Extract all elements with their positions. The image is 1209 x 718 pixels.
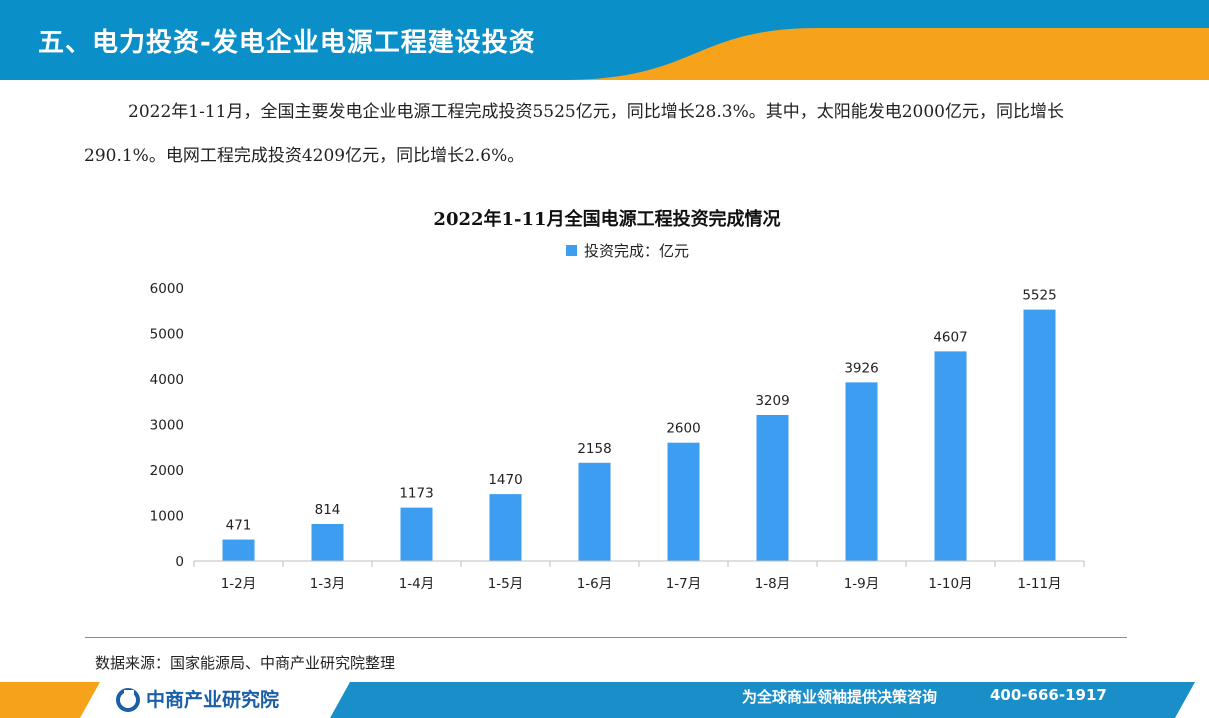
- x-tick-label: 1-9月: [844, 576, 880, 592]
- data-label: 4607: [933, 329, 967, 345]
- bar: [845, 382, 878, 561]
- data-label: 814: [315, 502, 341, 518]
- x-tick-label: 1-8月: [755, 576, 791, 592]
- data-label: 1470: [488, 472, 522, 488]
- x-tick-label: 1-6月: [577, 576, 613, 592]
- x-tick-label: 1-10月: [928, 576, 972, 592]
- chart-container: 2022年1-11月全国电源工程投资完成情况 投资完成：亿元 0 1000 2000…: [0, 190, 1209, 620]
- header-banner: [0, 0, 1209, 80]
- bar: [222, 539, 255, 561]
- bars: 471 814 1173 1470 2158 2600 3209 3926 4607 5525: [222, 288, 1057, 561]
- company-logo-text: 中商产业研究院: [146, 689, 280, 711]
- y-axis: 0 1000 2000 3000 4000 5000 6000: [150, 281, 184, 570]
- x-tick-label: 1-2月: [221, 576, 257, 592]
- data-label: 5525: [1022, 288, 1056, 304]
- data-label: 471: [226, 518, 252, 534]
- page-title: 五、电力投资-发电企业电源工程建设投资: [38, 28, 536, 58]
- data-label: 2600: [666, 421, 700, 437]
- bar: [578, 462, 611, 561]
- y-tick-label: 5000: [150, 327, 184, 343]
- bar: [400, 507, 433, 561]
- data-label: 3926: [844, 360, 878, 376]
- data-label: 1173: [399, 486, 433, 502]
- footer-phone: 400-666-1917: [990, 686, 1107, 704]
- footer-slogan: 为全球商业领袖提供决策咨询: [742, 688, 938, 706]
- y-tick-label: 0: [175, 554, 184, 570]
- x-tick-label: 1-3月: [310, 576, 346, 592]
- source-divider: [85, 637, 1127, 638]
- footer-bar: [0, 682, 1195, 718]
- chart-title: 2022年1-11月全国电源工程投资完成情况: [433, 208, 780, 230]
- x-axis: 1-2月 1-3月 1-4月 1-5月 1-6月 1-7月 1-8月 1-9月 1-10月 1-1…: [193, 560, 1085, 592]
- y-tick-label: 2000: [150, 463, 184, 479]
- x-tick-label: 1-5月: [488, 576, 524, 592]
- data-label: 3209: [755, 393, 789, 409]
- legend-label: 投资完成：亿元: [584, 242, 689, 260]
- y-tick-label: 1000: [150, 509, 184, 525]
- x-tick-label: 1-7月: [666, 576, 702, 592]
- bar: [1023, 309, 1056, 561]
- y-tick-label: 4000: [150, 372, 184, 388]
- y-tick-label: 6000: [150, 281, 184, 297]
- legend-swatch: [566, 245, 577, 256]
- bar: [667, 442, 700, 561]
- x-tick-label: 1-11月: [1017, 576, 1061, 592]
- data-label: 2158: [577, 441, 611, 457]
- x-tick-label: 1-4月: [399, 576, 435, 592]
- y-tick-label: 3000: [150, 418, 184, 434]
- bar: [311, 523, 344, 561]
- intro-paragraph: 2022年1-11月，全国主要发电企业电源工程完成投资5525亿元，同比增长28…: [84, 102, 1064, 166]
- bar: [756, 414, 789, 561]
- data-source: 数据来源：国家能源局、中商产业研究院整理: [95, 654, 396, 672]
- bar-chart: 2022年1-11月全国电源工程投资完成情况 投资完成：亿元 0 1000 2000…: [150, 208, 1085, 592]
- chart-legend: 投资完成：亿元: [566, 242, 689, 260]
- bar: [489, 494, 522, 561]
- company-logo-icon: [116, 688, 140, 712]
- bar: [934, 351, 967, 561]
